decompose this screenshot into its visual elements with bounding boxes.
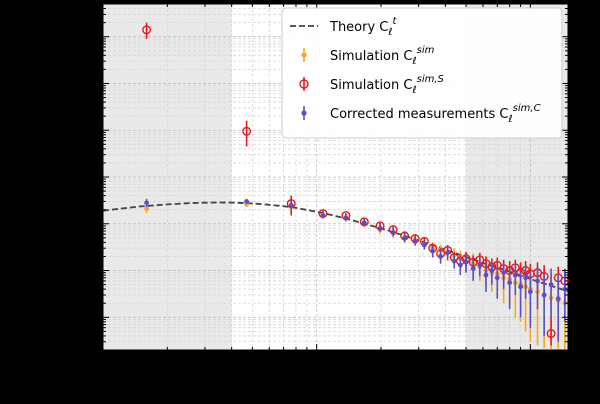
data-point xyxy=(541,292,547,298)
legend-label-sub: ℓ xyxy=(509,114,513,125)
legend-marker-circle xyxy=(299,79,309,89)
legend-label-sup: sim,S xyxy=(417,74,445,85)
legend-marker-dot xyxy=(301,110,307,116)
y-tick-label: 10⁻³ xyxy=(66,76,97,92)
y-axis-label: Cℓ xyxy=(21,163,46,190)
data-point xyxy=(244,199,250,204)
legend-item-1: Simulation Cℓsim xyxy=(301,45,435,67)
x-tick-label: 10¹ xyxy=(91,355,114,371)
x-tick-label: 10³ xyxy=(519,355,542,371)
legend-label-sub: ℓ xyxy=(412,85,416,96)
data-point xyxy=(494,275,500,281)
data-point xyxy=(457,262,463,268)
legend-label: Theory Cℓt xyxy=(329,16,398,38)
data-point xyxy=(242,126,252,136)
data-point xyxy=(412,238,418,244)
legend-label: Simulation Cℓsim,S xyxy=(330,74,445,96)
legend-item-3: Corrected measurements Cℓsim,C xyxy=(301,103,541,125)
data-point xyxy=(507,280,513,286)
data-point xyxy=(463,259,469,265)
data-point xyxy=(470,266,476,272)
y-tick-label: 10⁻⁴ xyxy=(66,123,97,139)
data-point xyxy=(489,268,495,273)
data-point xyxy=(288,202,294,208)
data-point xyxy=(546,329,556,339)
data-point xyxy=(142,25,152,35)
x-tick-label: 10² xyxy=(305,355,328,371)
data-point xyxy=(527,289,533,295)
data-point xyxy=(343,215,349,221)
y-tick-label: 10⁻⁸ xyxy=(66,310,97,326)
legend-label-sub: ℓ xyxy=(412,56,416,67)
legend-label: Simulation Cℓsim xyxy=(330,45,435,67)
legend-label-main: Simulation C xyxy=(330,49,412,64)
data-point xyxy=(562,286,568,292)
data-point xyxy=(523,275,529,281)
legend-label-sup: sim,C xyxy=(513,103,541,114)
legend-label-main: Theory C xyxy=(329,20,388,35)
legend-marker-dot xyxy=(301,52,307,58)
legend-label-sup: sim xyxy=(417,45,435,56)
data-point xyxy=(555,296,561,302)
data-point xyxy=(361,220,367,226)
legend-item-2: Simulation Cℓsim,S xyxy=(299,74,445,96)
data-point xyxy=(390,230,396,235)
data-point xyxy=(421,242,427,248)
data-point xyxy=(501,270,507,276)
data-point xyxy=(535,278,540,284)
data-point xyxy=(320,213,326,218)
data-point xyxy=(144,200,150,206)
data-point xyxy=(430,248,436,254)
data-point xyxy=(518,284,523,290)
data-point xyxy=(377,225,383,231)
data-point xyxy=(451,258,457,264)
y-tick-label: 10⁻⁵ xyxy=(66,170,97,186)
y-tick-label: 10⁻⁶ xyxy=(66,217,97,233)
y-tick-label: 10⁻⁷ xyxy=(66,264,97,280)
y-tick-label: 10⁻² xyxy=(66,30,97,46)
legend-label-main: Simulation C xyxy=(330,78,412,93)
data-point xyxy=(477,262,483,268)
data-point xyxy=(402,235,408,241)
series-0 xyxy=(102,201,569,293)
legend-label-sup: t xyxy=(393,16,398,27)
data-point xyxy=(438,254,443,259)
data-point xyxy=(445,250,451,256)
legend-label: Corrected measurements Cℓsim,C xyxy=(330,103,541,125)
series-3 xyxy=(144,198,568,342)
legend-label-sub: ℓ xyxy=(388,27,392,38)
data-point xyxy=(144,206,150,212)
data-point xyxy=(483,272,489,278)
data-point xyxy=(512,272,518,278)
theory-line xyxy=(102,201,569,293)
data-point xyxy=(548,282,554,288)
legend-item-0: Theory Cℓt xyxy=(290,16,398,38)
legend-box xyxy=(281,7,563,139)
ticks xyxy=(102,3,568,351)
legend-label-main: Corrected measurements C xyxy=(330,107,509,122)
x-axis-label: ℓ xyxy=(331,373,341,398)
